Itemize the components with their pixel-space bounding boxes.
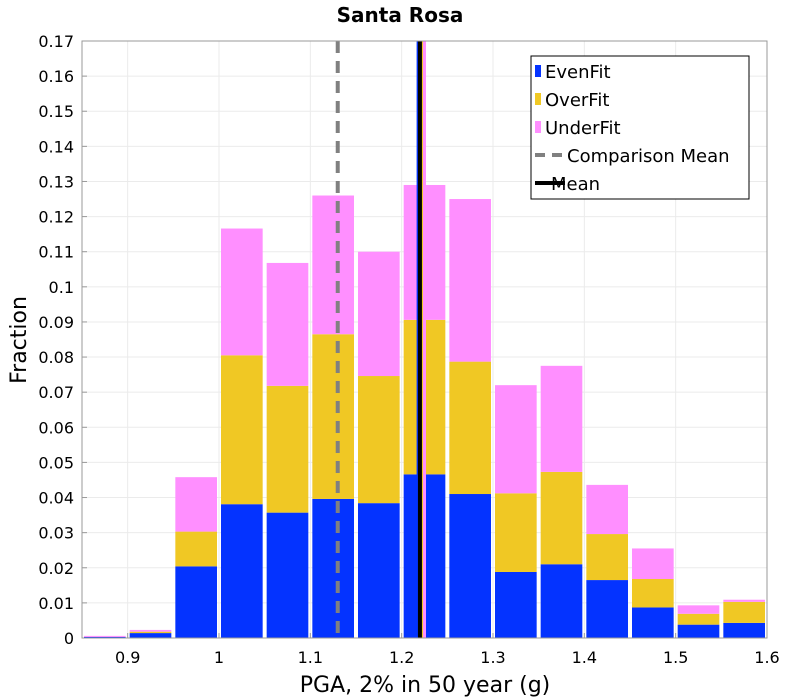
bar-evenfit-6 (358, 503, 400, 638)
bar-underfit-4 (266, 262, 309, 386)
legend-box (530, 55, 750, 200)
y-tick-label: 0.11 (38, 243, 74, 262)
bar-underfit-10 (540, 365, 583, 472)
y-tick-label: 0.13 (38, 172, 74, 191)
x-axis-ticks: 0.9 1 1.1 1.2 1.3 1.4 1.5 1.6 (115, 633, 780, 667)
bar-evenfit-1 (129, 633, 172, 638)
bar-overfit-13 (677, 613, 720, 625)
legend-label-overfit: OverFit (545, 90, 609, 111)
bar-overfit-6 (358, 376, 400, 504)
bar-evenfit-14 (723, 622, 765, 638)
bar-overfit-2 (175, 531, 217, 567)
x-tick-label: 1.5 (663, 648, 688, 667)
bar-overfit-8 (449, 361, 491, 495)
bar-overfit-14 (723, 601, 765, 623)
bar-evenfit-3 (221, 504, 263, 638)
y-axis-title: Fraction (7, 296, 32, 384)
x-tick-label: 1.3 (480, 648, 505, 667)
bar-overfit-3 (221, 355, 263, 505)
legend-swatch-overfit (535, 93, 541, 105)
y-tick-label: 0.03 (38, 524, 74, 543)
bar-underfit-6 (358, 251, 400, 377)
y-tick-label: 0 (64, 629, 74, 648)
x-tick-label: 1.2 (389, 648, 414, 667)
bar-evenfit-12 (632, 607, 674, 638)
bar-underfit-9 (495, 385, 537, 494)
bar-underfit-14 (723, 599, 765, 602)
legend-label-mean: Mean (551, 174, 600, 195)
bar-underfit-1 (129, 629, 172, 632)
y-tick-label: 0.06 (38, 418, 74, 437)
mean-lines (335, 41, 426, 638)
legend-label-comparison-mean: Comparison Mean (567, 146, 730, 167)
x-axis-title: PGA, 2% in 50 year (g) (300, 673, 551, 698)
bar-overfit-10 (540, 471, 583, 565)
y-tick-label: 0.04 (38, 489, 74, 508)
y-tick-label: 0.02 (38, 559, 74, 578)
x-tick-label: 0.9 (115, 648, 140, 667)
y-tick-label: 0.05 (38, 453, 74, 472)
bar-evenfit-9 (495, 571, 537, 638)
legend-label-underfit: UnderFit (545, 118, 621, 139)
x-tick-label: 1 (214, 648, 224, 667)
bar-underfit-8 (449, 199, 491, 362)
y-tick-label: 0.07 (38, 383, 74, 402)
bar-overfit-4 (266, 385, 309, 513)
bar-evenfit-5 (312, 498, 354, 638)
y-tick-label: 0.1 (49, 278, 74, 297)
bar-evenfit-11 (586, 580, 628, 638)
bar-underfit-0 (84, 635, 126, 637)
y-tick-label: 0.09 (38, 313, 74, 332)
bar-overfit-9 (495, 493, 537, 572)
bar-overfit-5 (312, 334, 354, 499)
x-tick-label: 1.6 (754, 648, 779, 667)
bar-evenfit-10 (540, 564, 583, 638)
y-tick-label: 0.17 (38, 32, 74, 51)
x-tick-label: 1.4 (572, 648, 597, 667)
y-tick-label: 0.16 (38, 67, 74, 86)
y-tick-label: 0.08 (38, 348, 74, 367)
legend-swatch-evenfit (535, 65, 541, 77)
legend-swatch-underfit (535, 121, 541, 133)
bar-underfit-3 (221, 228, 263, 356)
bar-evenfit-8 (449, 494, 491, 638)
y-tick-label: 0.12 (38, 208, 74, 227)
bar-underfit-11 (586, 484, 628, 535)
bar-underfit-2 (175, 477, 217, 532)
bar-evenfit-2 (175, 566, 217, 638)
bar-underfit-12 (632, 548, 674, 580)
bar-evenfit-13 (677, 624, 720, 638)
y-axis-ticks: 0 0.01 0.02 0.03 0.04 0.05 0.06 0.07 0.08 0.09 0.1… (38, 32, 87, 648)
bar-overfit-1 (129, 631, 172, 634)
y-tick-label: 0.14 (38, 137, 74, 156)
legend: EvenFit OverFit UnderFit Comparison Mean Mea… (530, 55, 750, 200)
bar-underfit-5 (312, 195, 354, 335)
plot-frame (81, 40, 768, 639)
x-tick-label: 1.1 (298, 648, 323, 667)
bar-evenfit-4 (266, 512, 309, 638)
chart-title: Santa Rosa (337, 3, 464, 27)
bar-overfit-11 (586, 534, 628, 581)
bar-evenfit-0 (84, 636, 126, 638)
legend-label-evenfit: EvenFit (545, 62, 611, 83)
y-tick-label: 0.15 (38, 102, 74, 121)
bar-underfit-13 (677, 605, 720, 614)
bar-overfit-12 (632, 579, 674, 608)
y-tick-label: 0.01 (38, 594, 74, 613)
